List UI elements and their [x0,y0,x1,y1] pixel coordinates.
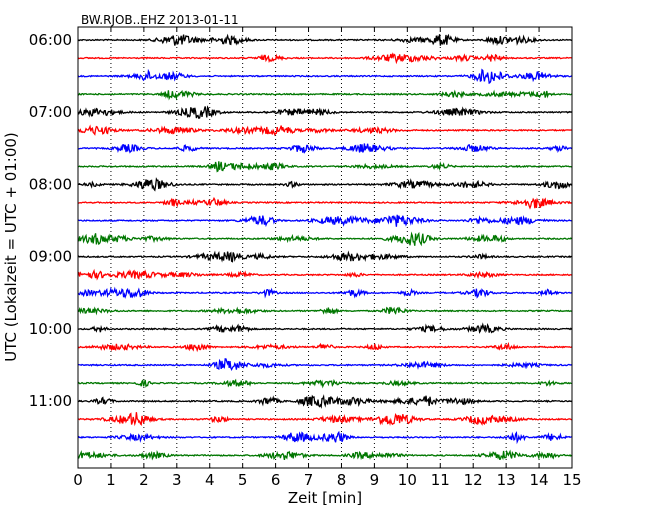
seismic-trace [77,231,573,247]
x-tick-label: 4 [205,471,215,489]
x-tick-label: 11 [431,471,450,489]
chart-title: BW.RJOB..EHZ 2013-01-11 [81,13,239,27]
x-tick-label: 15 [562,471,581,489]
seismic-trace [77,430,572,445]
seismic-trace [77,105,572,119]
y-axis: 06:00 07:00 08:00 09:00 10:00 11:00 [29,31,572,410]
seismic-trace [77,161,572,173]
seismic-trace [77,52,572,65]
y-tick-label: 06:00 [29,31,72,49]
seismic-trace [77,268,572,281]
x-tick-label: 13 [497,471,516,489]
x-tick-label: 6 [271,471,281,489]
seismic-trace [77,286,572,299]
x-tick-label: 14 [530,471,549,489]
seismic-trace [77,33,572,47]
x-tick-label: 9 [370,471,380,489]
seismic-trace [77,196,572,210]
seismic-trace [77,68,572,85]
seismic-trace [77,89,573,101]
y-tick-label: 09:00 [29,248,72,266]
x-axis-label: Zeit [min] [288,489,362,507]
y-tick-label: 11:00 [29,392,72,410]
seismic-trace [77,306,572,316]
seismic-trace [77,341,572,353]
seismic-trace [77,124,572,137]
grid-lines [110,27,540,468]
seismic-trace [77,177,573,192]
x-tick-label: 3 [172,471,182,489]
x-tick-label: 10 [398,471,417,489]
y-tick-label: 10:00 [29,320,72,338]
seismic-trace [77,449,573,461]
seismic-trace [77,322,573,334]
x-tick-label: 2 [139,471,149,489]
x-tick-label: 5 [238,471,248,489]
seismic-trace [77,378,572,389]
seismic-trace [77,394,572,409]
x-tick-label: 0 [73,471,83,489]
x-tick-label: 7 [304,471,314,489]
plot-frame [77,26,573,469]
seismic-trace [77,358,572,371]
x-tick-label: 12 [464,471,483,489]
x-tick-label: 1 [106,471,116,489]
y-tick-label: 07:00 [29,103,72,121]
x-tick-label: 8 [337,471,347,489]
seismic-trace [77,412,572,427]
x-axis: 0 1 2 3 4 5 6 7 8 9 10 11 12 13 14 15 [73,27,582,489]
seismic-trace [77,143,573,154]
seismic-traces [77,33,573,461]
seismic-trace [77,250,572,263]
y-tick-label: 08:00 [29,175,72,193]
y-axis-label: UTC (Lokalzeit = UTC + 01:00) [2,132,20,362]
seismic-trace [77,214,572,228]
